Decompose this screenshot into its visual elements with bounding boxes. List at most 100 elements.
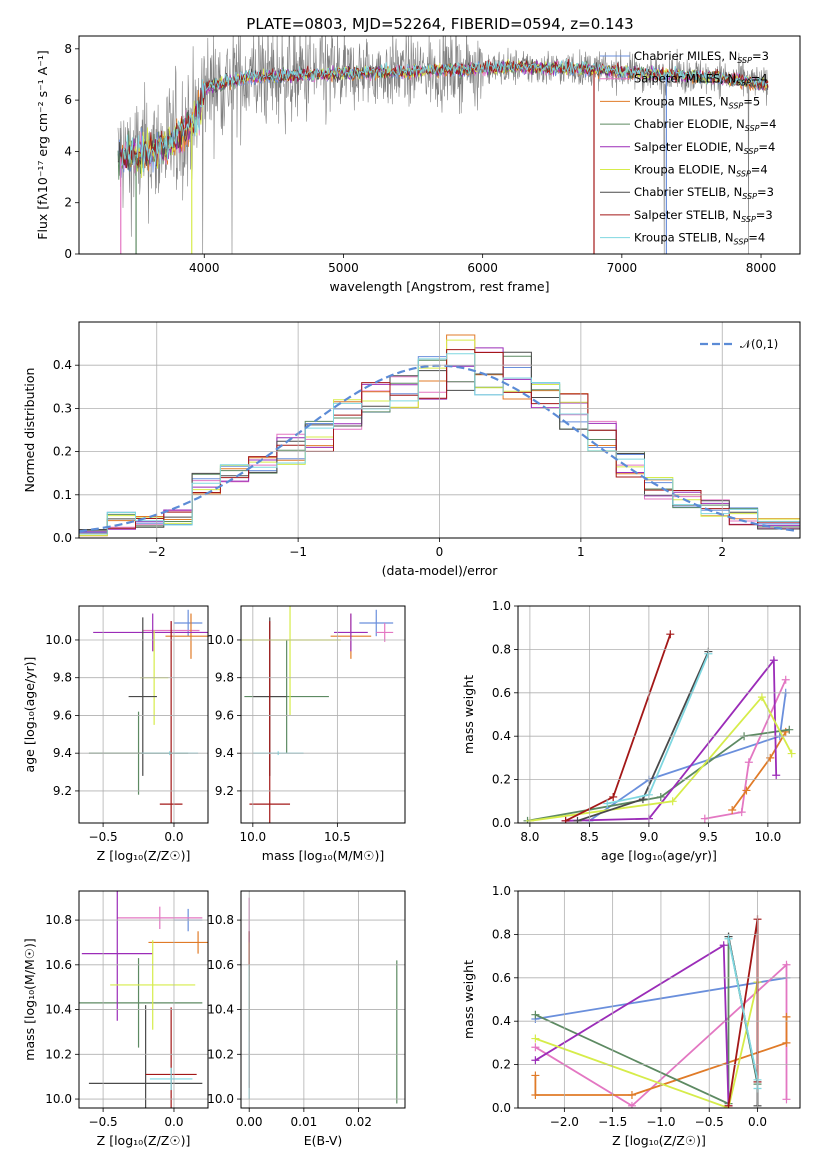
y-tick-label: 10.8 <box>207 913 234 927</box>
weight-point <box>724 1101 733 1108</box>
x-axis-label: age [log₁₀(age/yr)] <box>601 848 717 863</box>
legend-entry: Chabrier ELODIE, NSSP=4 <box>634 117 776 133</box>
weight-point <box>573 816 582 823</box>
legend-entry: Kroupa STELIB, NSSP=4 <box>634 231 765 247</box>
x-tick-label: 9.5 <box>699 830 718 844</box>
x-tick-label: −0.5 <box>89 1115 118 1129</box>
y-tick-label: 0.2 <box>492 1058 511 1072</box>
x-tick-label: −0.5 <box>695 1115 724 1129</box>
x-tick-label: 10.0 <box>239 830 266 844</box>
weight-point <box>719 941 728 950</box>
axes-frame <box>240 890 406 1109</box>
weight-point <box>769 656 778 665</box>
errorbar-chabrier-miles <box>173 609 203 637</box>
y-tick-label: 0.8 <box>492 927 511 941</box>
plot-area <box>79 891 208 1108</box>
residual-histogram-kroupa-miles <box>79 334 800 537</box>
axes-frame <box>78 35 801 255</box>
weight-point <box>742 786 751 795</box>
errorbar-chabrier-miles <box>359 609 394 637</box>
x-tick-label: 9.0 <box>639 830 658 844</box>
legend-entry: Salpeter ELODIE, NSSP=4 <box>634 140 775 156</box>
errorbar-kroupa-stelib <box>149 1067 193 1091</box>
x-tick-label: 2 <box>718 545 726 559</box>
y-tick-label: 4 <box>64 144 72 158</box>
weight-point <box>757 693 766 702</box>
weight-point <box>531 1071 540 1080</box>
y-tick-label: 10.8 <box>45 913 72 927</box>
normal-reference-curve <box>79 364 798 533</box>
errorbar-salpeter-elodie <box>93 613 208 652</box>
panel-ebv-mass: 0.00 0.01 0.02 10.0 10.2 10.4 10.6 10.8 E(B-V) <box>207 890 406 1148</box>
weight-point <box>627 1090 636 1099</box>
figure-title: PLATE=0803, MJD=52264, FIBERID=0594, z=0… <box>246 15 633 33</box>
weight-point <box>782 1038 791 1047</box>
axes-frame <box>517 890 801 1109</box>
weight-point <box>782 1012 791 1021</box>
residual-histogram-salpeter-miles <box>79 351 800 531</box>
weight-point <box>782 960 791 969</box>
y-tick-label: 9.2 <box>53 784 72 798</box>
errorbar-chabrier-stelib <box>88 1005 203 1108</box>
panel-age-weight: 8.0 8.5 9.0 9.5 10.0 0.0 0.2 0.4 0.6 0.8 1.0 age [l… <box>461 599 801 863</box>
x-axis-label: Z [log₁₀(Z/Z☉)] <box>612 1133 706 1148</box>
x-tick-label: 0 <box>436 545 444 559</box>
y-tick-label: 10.6 <box>45 958 72 972</box>
y-axis-label: mass [log₁₀(M/M☉)] <box>22 938 37 1060</box>
y-tick-label: 10.0 <box>207 1092 234 1106</box>
weight-point <box>744 758 753 767</box>
y-tick-label: 0.6 <box>492 971 511 985</box>
y-tick-label: 2 <box>64 196 72 210</box>
x-tick-label: −0.5 <box>89 830 118 844</box>
x-axis-label: Z [log₁₀(Z/Z☉)] <box>97 848 191 863</box>
y-tick-label: 10.4 <box>207 1003 234 1017</box>
y-tick-label: 0.1 <box>53 488 72 502</box>
x-tick-label: 0.0 <box>164 830 183 844</box>
axes-frame <box>240 605 406 824</box>
y-tick-label: 0.2 <box>53 445 72 459</box>
y-tick-label: 10.0 <box>45 1092 72 1106</box>
legend: Chabrier MILES, NSSP=3 Salpeter MILES, NS… <box>600 49 776 247</box>
errorbar-salpeter-miles <box>117 906 203 930</box>
x-tick-label: 0.02 <box>345 1115 372 1129</box>
y-tick-label: 9.4 <box>215 746 234 760</box>
y-axis-label: mass weight <box>461 960 476 1039</box>
errorbar-chabrier-elodie <box>79 958 203 1048</box>
axes-frame <box>517 605 801 824</box>
residual-histogram-kroupa-stelib <box>79 353 800 535</box>
plot-area <box>248 897 398 1104</box>
panel-residuals: −2 −1 0 1 2 0.0 0.1 0.2 0.3 0.4 (data-model)/error… <box>22 321 801 578</box>
y-tick-label: 0.0 <box>492 1101 511 1115</box>
panel-spectrum: 4000 5000 6000 7000 8000 0 2 4 6 8 wavelength [Ang… <box>35 35 801 294</box>
residual-histogram-chabrier-elodie <box>79 355 800 532</box>
weight-point <box>603 799 612 808</box>
x-tick-label: 7000 <box>607 261 638 275</box>
legend-entry: Salpeter STELIB, NSSP=3 <box>634 208 773 224</box>
y-tick-label: 0 <box>64 247 72 261</box>
errorbar-salpeter-elodie <box>333 613 368 652</box>
x-tick-label: 8.5 <box>580 830 599 844</box>
y-tick-label: 9.2 <box>215 784 234 798</box>
y-tick-label: 10.4 <box>45 1003 72 1017</box>
y-tick-label: 0.4 <box>492 1014 511 1028</box>
x-tick-label: 0.00 <box>236 1115 263 1129</box>
residual-histogram-kroupa-elodie <box>79 339 800 536</box>
residual-histogram-chabrier-miles <box>79 356 800 534</box>
weight-point <box>531 1056 540 1065</box>
errorbar-salpeter-stelib <box>249 621 291 823</box>
y-axis-label: Flux [fλ10⁻¹⁷ erg cm⁻² s⁻¹ A⁻¹] <box>35 50 50 239</box>
y-tick-label: 9.8 <box>53 671 72 685</box>
x-tick-label: 1 <box>577 545 585 559</box>
plot-area <box>88 609 208 823</box>
model-spectrum-kroupa-stelib <box>120 59 769 173</box>
y-tick-label: 0.0 <box>53 531 72 545</box>
x-tick-label: −2 <box>148 545 166 559</box>
y-tick-label: 0.0 <box>492 816 511 830</box>
legend-entry: Salpeter MILES, NSSP=4 <box>634 72 768 88</box>
y-tick-label: 1.0 <box>492 884 511 898</box>
weight-line-kroupa-elodie <box>529 695 793 822</box>
weight-point <box>531 1010 540 1019</box>
weight-point <box>668 797 677 806</box>
x-tick-label: −1.0 <box>646 1115 675 1129</box>
y-tick-label: 8 <box>64 42 72 56</box>
